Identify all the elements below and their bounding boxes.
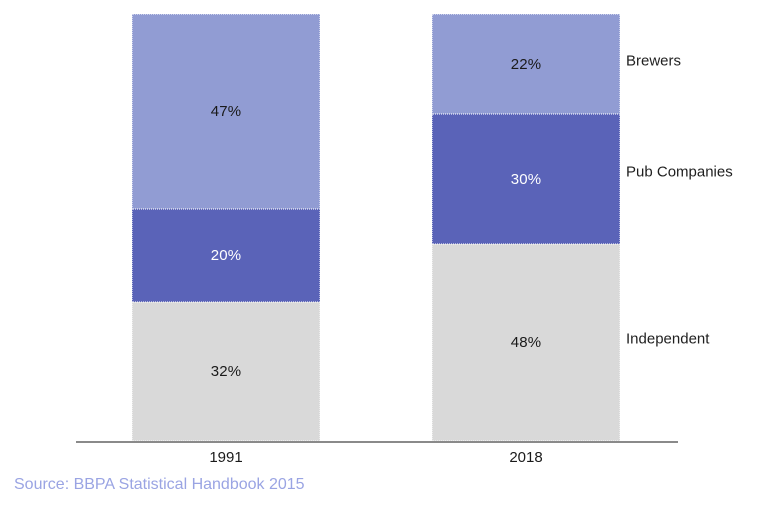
stacked-bar-1991: 47% 20% 32% xyxy=(132,14,320,441)
series-label-brewers: Brewers xyxy=(626,52,682,70)
bar-segment-independent: 32% xyxy=(132,302,320,441)
bar-segment-pub-companies: 30% xyxy=(432,114,620,245)
x-axis-line xyxy=(76,441,678,443)
bar-segment-brewers: 47% xyxy=(132,14,320,209)
x-tick-label-1991: 1991 xyxy=(209,449,243,466)
bar-segment-brewers: 22% xyxy=(432,14,620,115)
series-label-independent: Independent xyxy=(626,330,710,348)
x-tick-label-2018: 2018 xyxy=(509,449,543,466)
stacked-bar-2018: 22% 30% 48% xyxy=(432,14,620,441)
bar-segment-pub-companies: 20% xyxy=(132,208,320,303)
series-label-pub-companies: Pub Companies xyxy=(626,163,733,181)
source-note: Source: BBPA Statistical Handbook 2015 xyxy=(14,476,305,493)
bar-segment-independent: 48% xyxy=(432,244,620,441)
